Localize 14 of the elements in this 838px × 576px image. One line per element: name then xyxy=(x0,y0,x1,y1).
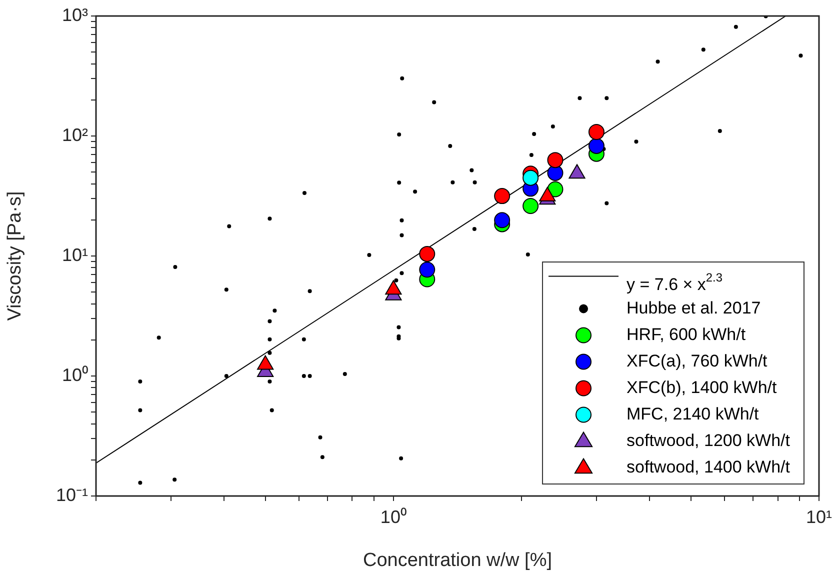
y-tick-label: 10² xyxy=(62,124,88,145)
y-tick-label: 10³ xyxy=(62,4,88,25)
legend-label: softwood, 1200 kWh/t xyxy=(626,430,790,450)
y-axis-title: Viscosity [Pa·s] xyxy=(4,191,26,321)
legend-label: XFC(b), 1400 kWh/t xyxy=(626,378,778,397)
legend-label: HRF, 600 kWh/t xyxy=(626,324,746,344)
legend-label: softwood, 1400 kWh/t xyxy=(626,457,790,476)
y-tick-label: 10⁰ xyxy=(62,364,88,385)
y-tick-label: 10⁻¹ xyxy=(56,484,88,505)
legend-label: MFC, 2140 kWh/t xyxy=(626,404,760,424)
y-tick-label: 10¹ xyxy=(62,244,88,265)
legend-label: Hubbe et al. 2017 xyxy=(626,298,761,318)
legend-label: XFC(a), 760 kWh/t xyxy=(626,351,768,370)
x-axis-title: Concentration w/w [%] xyxy=(362,550,552,571)
